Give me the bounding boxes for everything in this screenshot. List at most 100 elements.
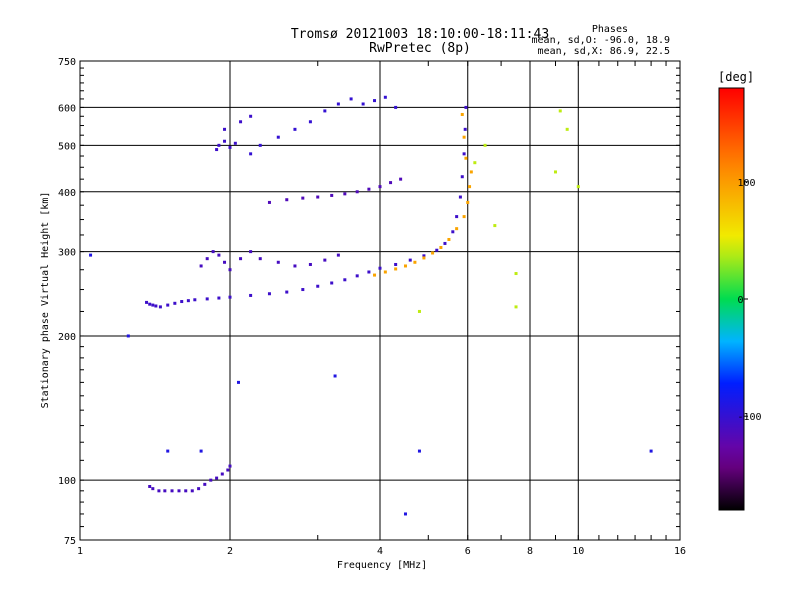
echo-point [469, 170, 473, 174]
echo-point [464, 105, 468, 109]
x-axis-label: Frequency [MHz] [336, 560, 428, 571]
colorbar-tick-label: 100 [738, 178, 756, 189]
echo-point [276, 260, 280, 264]
echo-point [180, 300, 184, 304]
echo-point [228, 268, 232, 272]
echo-point [367, 270, 371, 274]
echo-point [267, 292, 271, 296]
echo-point [199, 264, 203, 268]
x-tick-label: 10 [572, 546, 584, 557]
echo-point [145, 300, 149, 304]
echo-point [349, 97, 353, 101]
echo-point [355, 274, 359, 278]
colorbar-unit-label: [deg] [718, 70, 755, 84]
y-tick-label: 100 [58, 476, 76, 487]
echo-point [205, 297, 209, 301]
echo-point [220, 472, 224, 476]
echo-point [394, 105, 398, 109]
echo-point [170, 489, 174, 493]
echo-point [439, 245, 443, 249]
echo-point [223, 139, 227, 143]
echo-point [223, 260, 227, 264]
echo-point [417, 449, 421, 453]
echo-point [177, 489, 181, 493]
echo-point [431, 251, 435, 255]
y-tick-label: 400 [58, 188, 76, 199]
echo-point [399, 177, 403, 181]
echo-point [163, 489, 167, 493]
echo-point [460, 175, 464, 179]
echo-point [285, 290, 289, 294]
echo-point [301, 196, 305, 200]
echo-point [249, 293, 253, 297]
echo-point [258, 143, 262, 147]
echo-point [215, 476, 219, 480]
echo-point [308, 120, 312, 124]
echo-point [228, 295, 232, 299]
y-tick-label: 600 [58, 103, 76, 114]
echo-point [383, 270, 387, 274]
echo-point [383, 95, 387, 99]
echo-point [199, 449, 203, 453]
echo-point [403, 264, 407, 268]
echo-point [378, 266, 382, 270]
echo-point [209, 478, 213, 482]
echo-point [408, 258, 412, 262]
echo-point [126, 334, 130, 338]
echo-point [336, 102, 340, 106]
echo-point [460, 112, 464, 116]
echo-point [166, 303, 170, 307]
x-tick-label: 16 [674, 546, 686, 557]
echo-point [217, 253, 221, 257]
echo-point [158, 305, 162, 309]
y-tick-label: 750 [58, 57, 76, 68]
echo-point [462, 152, 466, 156]
echo-point [190, 489, 194, 493]
x-tick-label: 8 [527, 546, 533, 557]
echo-point [483, 143, 487, 147]
echo-point [148, 484, 152, 488]
echo-point [447, 237, 451, 241]
echo-point [455, 215, 459, 219]
echo-point [226, 468, 230, 472]
echo-point [553, 170, 557, 174]
echo-point [316, 284, 320, 288]
echo-point [157, 489, 161, 493]
echo-point [565, 127, 569, 131]
echo-point [233, 141, 237, 145]
echo-point [151, 303, 155, 307]
x-tick-label: 1 [77, 546, 83, 557]
echo-point [343, 278, 347, 282]
echo-point [323, 258, 327, 262]
echo-point [239, 120, 243, 124]
echo-point [293, 264, 297, 268]
echo-point [466, 200, 470, 204]
x-tick-label: 4 [377, 546, 383, 557]
echo-point [184, 489, 188, 493]
echo-point [258, 257, 262, 261]
echo-point [373, 99, 377, 103]
echo-point [422, 256, 426, 260]
echo-point [148, 302, 152, 306]
phase-colorbar [718, 87, 745, 511]
echo-point [422, 254, 426, 258]
echo-point [154, 304, 158, 308]
echo-point [394, 262, 398, 266]
echo-point [463, 127, 467, 131]
echo-point [217, 296, 221, 300]
echo-point [285, 198, 289, 202]
echo-point [558, 109, 562, 113]
echo-point [193, 298, 197, 302]
echo-point [451, 230, 455, 234]
y-tick-label: 300 [58, 248, 76, 259]
y-tick-label: 75 [64, 536, 76, 547]
echo-point [458, 195, 462, 199]
echo-point [316, 195, 320, 199]
echo-point [173, 301, 177, 305]
echo-point [649, 449, 653, 453]
x-tick-label: 6 [465, 546, 471, 557]
echo-point [308, 262, 312, 266]
echo-point [205, 257, 209, 261]
echo-point [236, 380, 240, 384]
echo-point [355, 190, 359, 194]
